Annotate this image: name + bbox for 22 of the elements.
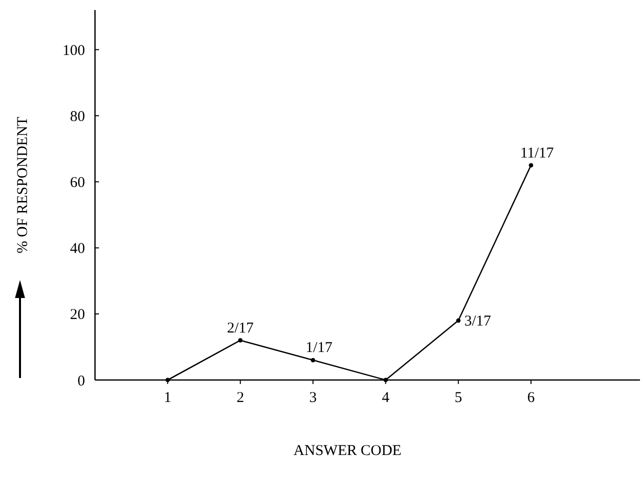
data-label: 11/17 <box>520 145 554 162</box>
x-tick-label: 2 <box>236 390 244 406</box>
data-label: 2/17 <box>226 320 254 336</box>
x-tick-label: 5 <box>454 390 462 406</box>
x-axis-title: ANSWER CODE <box>294 443 402 459</box>
x-tick-label: 4 <box>382 390 390 406</box>
y-tick-label: 80 <box>70 108 85 125</box>
y-axis-title: % OF RESPONDENT <box>15 116 31 254</box>
y-tick-label: 60 <box>70 175 85 192</box>
data-label: 3/17 <box>464 314 492 330</box>
x-tick-label: 6 <box>527 390 536 406</box>
y-tick-label: 20 <box>70 307 85 324</box>
point <box>528 163 534 168</box>
x-tick-label: 1 <box>164 390 172 406</box>
point <box>456 318 461 323</box>
y-tick-label: 100 <box>62 42 85 59</box>
data-label: 1/17 <box>306 340 333 356</box>
point <box>238 338 243 343</box>
x-tick-label: 3 <box>309 390 317 406</box>
y-tick-label: 0 <box>78 373 85 390</box>
y-tick-label: 40 <box>70 241 85 258</box>
point <box>310 358 316 362</box>
